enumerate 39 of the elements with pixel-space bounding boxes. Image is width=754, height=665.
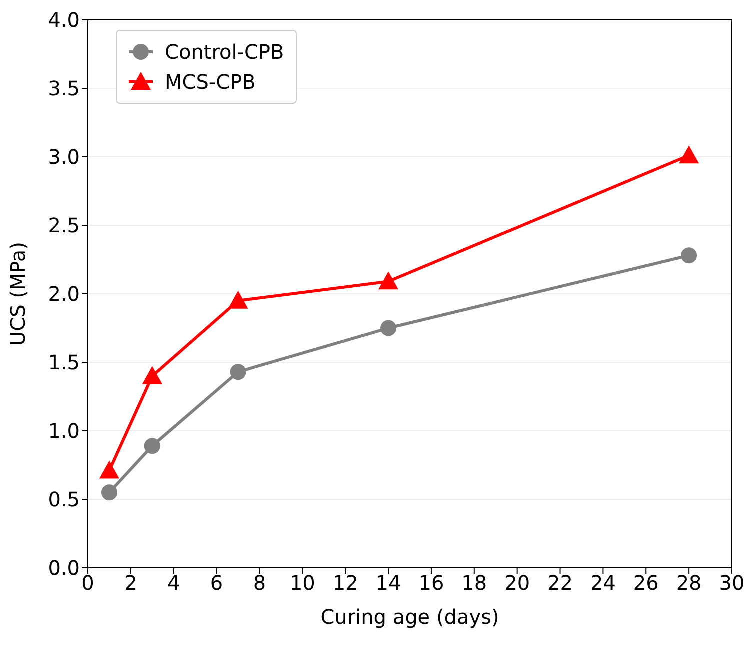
point (679, 146, 700, 164)
x-tick-label: 24 (590, 571, 616, 596)
y-tick-label: 0.0 (48, 556, 80, 580)
legend-label: Control-CPB (165, 39, 284, 66)
y-tick-label: 3.5 (48, 76, 80, 101)
y-tick-label: 1.5 (48, 350, 80, 375)
y-tick-label: 0.5 (48, 488, 80, 512)
point (230, 364, 246, 380)
x-tick-label: 14 (376, 571, 402, 596)
y-tick-label: 3.0 (48, 145, 80, 170)
x-tick-label: 26 (633, 571, 659, 596)
x-tick-label: 28 (676, 571, 702, 596)
y-tick-label: 2.0 (48, 282, 80, 306)
x-tick-label: 6 (210, 571, 224, 596)
x-tick-label: 8 (253, 571, 266, 596)
point (378, 272, 399, 290)
point (228, 290, 248, 309)
legend-label: MCS-CPB (165, 69, 256, 96)
x-tick-label: 2 (124, 571, 138, 596)
y-tick-label: 2.5 (48, 214, 80, 238)
x-tick-label: 16 (418, 571, 444, 596)
point (99, 460, 120, 479)
x-tick-label: 4 (168, 571, 180, 596)
x-tick-label: 20 (504, 571, 530, 596)
x-tick-label: 0 (82, 571, 94, 596)
y-tick-label: 1.0 (48, 419, 80, 444)
point (144, 438, 160, 454)
x-tick-label: 10 (290, 571, 316, 596)
x-tick-label: 30 (719, 571, 745, 596)
x-tick-label: 12 (332, 571, 358, 596)
point (101, 484, 118, 501)
point (142, 366, 162, 384)
y-axis-title: UCS (MPa) (6, 242, 30, 346)
point (681, 248, 698, 264)
x-tick-label: 18 (462, 571, 488, 596)
x-axis-title: Curing age (days) (320, 605, 500, 629)
y-tick-label: 4.0 (48, 8, 80, 32)
x-tick-label: 22 (548, 571, 573, 596)
point (380, 320, 397, 336)
